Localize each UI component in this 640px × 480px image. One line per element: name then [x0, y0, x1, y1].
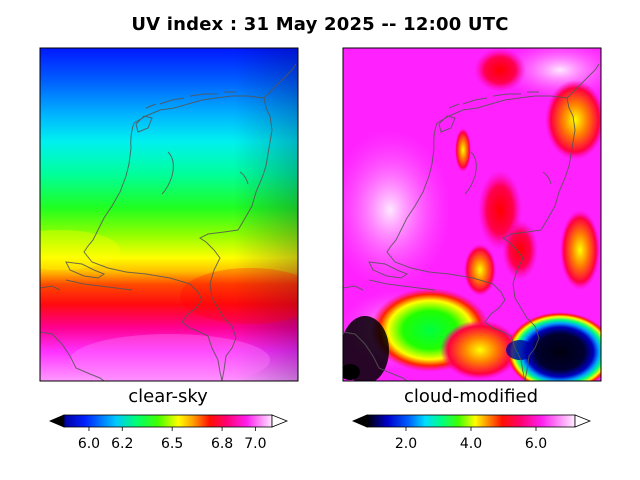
colorbar-tick-label: 6.2 — [111, 436, 133, 452]
colorbar-max-extend — [574, 414, 592, 428]
colorbar-min-extend — [48, 414, 65, 428]
colorbar-min-extend — [351, 414, 368, 428]
colorbar-tick-label: 4.0 — [460, 436, 482, 452]
clear-sky-map-frame — [39, 47, 299, 382]
cloud-modified-map-frame — [342, 47, 602, 382]
clear-sky-map — [39, 47, 299, 382]
colorbar-tick-label: 6.5 — [161, 436, 183, 452]
colorbar-tick-label: 6.8 — [211, 436, 233, 452]
colorbar-tick-label: 2.0 — [395, 436, 417, 452]
colorbar-tick-label: 7.0 — [244, 436, 266, 452]
cloud-modified-colorbar: 2.0 4.0 6.0 — [351, 414, 592, 452]
map-title: UV index : 31 May 2025 -- 12:00 UTC — [131, 14, 509, 35]
cloud-modified-map — [342, 47, 602, 382]
colorbar-max-extend — [271, 414, 289, 428]
cloud-modified-caption: cloud-modified — [403, 386, 539, 407]
colorbar-tick-label: 6.0 — [525, 436, 547, 452]
clear-sky-colorbar: 6.0 6.2 6.5 6.8 7.0 — [48, 414, 289, 452]
clear-sky-caption: clear-sky — [128, 386, 208, 407]
colorbar-tick-label: 6.0 — [78, 436, 100, 452]
